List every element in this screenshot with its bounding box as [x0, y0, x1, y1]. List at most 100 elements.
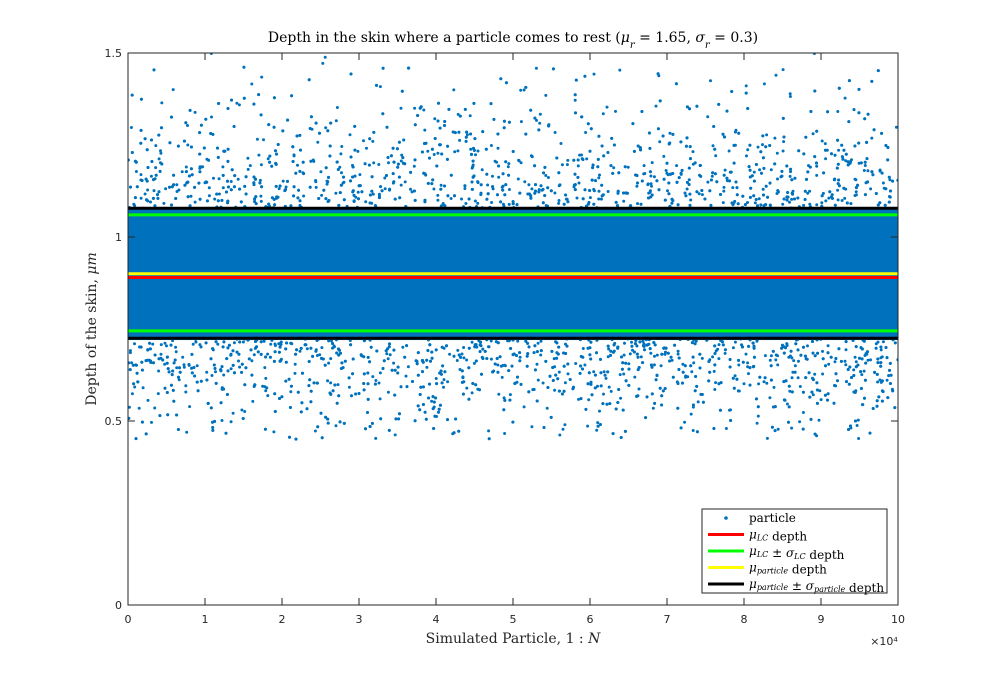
particle-point — [318, 353, 322, 357]
particle-point — [324, 126, 328, 130]
particle-point — [430, 399, 434, 403]
particle-point — [489, 144, 493, 147]
particle-point — [257, 153, 261, 157]
particle-point — [659, 364, 663, 368]
particle-point — [385, 352, 389, 356]
particle-point — [577, 397, 581, 401]
particle-point — [840, 199, 844, 202]
particle-point — [330, 339, 333, 343]
particle-point — [251, 399, 255, 403]
particle-point — [174, 350, 178, 354]
particle-point — [595, 428, 599, 432]
particle-point — [221, 165, 225, 169]
particle-point — [240, 408, 244, 412]
particle-point — [436, 198, 440, 202]
particle-point — [506, 165, 510, 169]
particle-point — [503, 432, 507, 435]
particle-point — [756, 414, 760, 418]
particle-point — [753, 201, 757, 205]
particle-point — [133, 342, 136, 346]
particle-point — [538, 121, 542, 125]
particle-point — [323, 55, 327, 59]
particle-point — [229, 367, 233, 371]
particle-point — [592, 187, 596, 191]
particle-point — [823, 142, 827, 146]
particle-point — [371, 375, 375, 379]
particle-point — [552, 357, 556, 361]
particle-point — [769, 354, 773, 358]
particle-point — [785, 402, 789, 406]
particle-point — [314, 179, 318, 182]
particle-point — [768, 358, 772, 362]
particle-point — [348, 133, 352, 137]
particle-point — [870, 136, 874, 140]
particle-point — [790, 197, 794, 201]
particle-point — [195, 364, 199, 368]
particle-point — [149, 174, 153, 178]
particle-point — [602, 392, 605, 396]
particle-point — [433, 117, 437, 121]
particle-point — [843, 359, 847, 363]
particle-point — [815, 173, 819, 177]
particle-point — [371, 139, 375, 143]
particle-point — [797, 359, 800, 363]
particle-point — [563, 423, 567, 427]
particle-point — [843, 96, 847, 100]
particle-point — [465, 358, 469, 362]
particle-point — [177, 378, 181, 382]
particle-point — [200, 165, 203, 169]
particle-point — [156, 392, 160, 396]
particle-point — [788, 354, 792, 358]
particle-point — [642, 164, 646, 168]
particle-point — [762, 82, 766, 86]
particle-point — [756, 145, 760, 149]
particle-point — [691, 405, 695, 409]
particle-point — [377, 163, 381, 166]
particle-point — [216, 342, 220, 346]
particle-point — [857, 437, 861, 440]
particle-point — [796, 376, 800, 380]
particle-point — [876, 340, 880, 344]
particle-point — [824, 199, 828, 203]
particle-point — [854, 193, 858, 197]
particle-point — [623, 341, 626, 345]
particle-point — [714, 381, 718, 385]
particle-point — [243, 410, 247, 413]
particle-point — [266, 394, 270, 398]
particle-point — [619, 396, 623, 400]
particle-point — [519, 120, 523, 124]
particle-point — [806, 191, 810, 195]
particle-point — [182, 363, 186, 367]
particle-point — [489, 339, 493, 343]
particle-point — [788, 174, 792, 178]
particle-point — [497, 392, 501, 396]
particle-point — [881, 340, 885, 344]
particle-point — [133, 385, 137, 389]
particle-point — [152, 189, 156, 193]
particle-point — [541, 381, 545, 385]
particle-point — [658, 140, 662, 144]
particle-point — [422, 108, 426, 112]
particle-point — [666, 189, 669, 193]
particle-point — [821, 349, 824, 353]
particle-point — [622, 199, 626, 203]
particle-point — [724, 427, 728, 430]
particle-point — [566, 372, 570, 376]
particle-point — [763, 354, 767, 358]
particle-point — [154, 144, 158, 148]
particle-point — [164, 187, 168, 191]
particle-point — [400, 153, 404, 157]
particle-point — [364, 200, 368, 204]
particle-point — [782, 140, 786, 144]
particle-point — [193, 200, 197, 204]
particle-point — [866, 358, 870, 362]
particle-point — [237, 359, 240, 363]
particle-point — [175, 183, 179, 187]
particle-point — [587, 398, 591, 402]
particle-point — [862, 169, 866, 172]
particle-point — [652, 363, 656, 367]
particle-point — [808, 189, 812, 193]
particle-point — [731, 186, 735, 190]
particle-point — [765, 436, 769, 440]
particle-point — [129, 126, 133, 129]
